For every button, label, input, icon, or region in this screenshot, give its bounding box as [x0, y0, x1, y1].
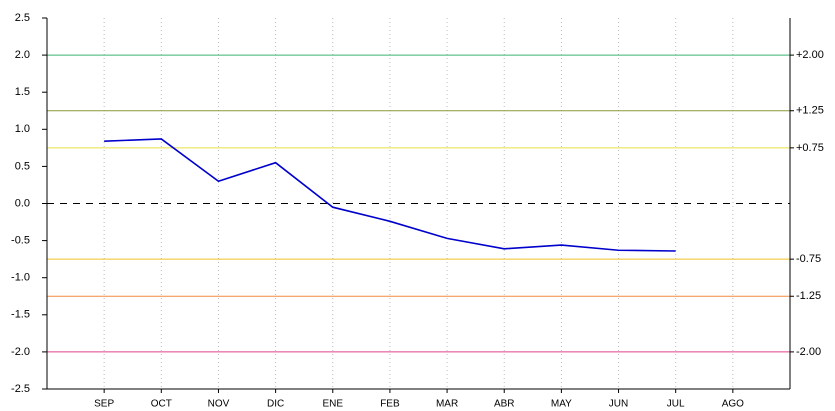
y-tick-label: 0.5 [15, 160, 30, 172]
x-tick-label: JUN [609, 399, 628, 410]
x-tick-label: SEP [94, 399, 114, 410]
y-tick-label: -1.0 [11, 272, 30, 284]
y2-tick-label: -1.25 [796, 290, 821, 302]
data-line [104, 138, 676, 252]
y-tick-label: 1.0 [15, 123, 30, 135]
x-tick-label: NOV [208, 399, 230, 410]
y2-tick-label: -0.75 [796, 253, 821, 265]
y-tick-label: -2.0 [11, 346, 30, 358]
y2-tick-label: +1.25 [796, 105, 824, 117]
x-tick-label: ABR [494, 399, 515, 410]
y2-tick-label: +0.75 [796, 142, 824, 154]
x-tick-label: ENE [322, 399, 343, 410]
x-tick-label: AGO [722, 399, 744, 410]
y-tick-label: 2.0 [15, 49, 30, 61]
x-tick-label: FEB [380, 399, 400, 410]
y-tick-label: -0.5 [11, 235, 30, 247]
y-tick-label: -2.5 [11, 383, 30, 395]
x-tick-label: JUL [667, 399, 685, 410]
x-tick-label: MAY [551, 399, 572, 410]
y-tick-label: 2.5 [15, 12, 30, 24]
y-tick-label: -1.5 [11, 309, 30, 321]
y2-tick-label: -2.00 [796, 346, 821, 358]
y-tick-label: 1.5 [15, 86, 30, 98]
x-tick-label: DIC [267, 399, 284, 410]
x-tick-label: OCT [151, 399, 172, 410]
y-tick-label: 0.0 [15, 197, 30, 209]
y2-tick-label: +2.00 [796, 49, 824, 61]
x-tick-label: MAR [436, 399, 458, 410]
